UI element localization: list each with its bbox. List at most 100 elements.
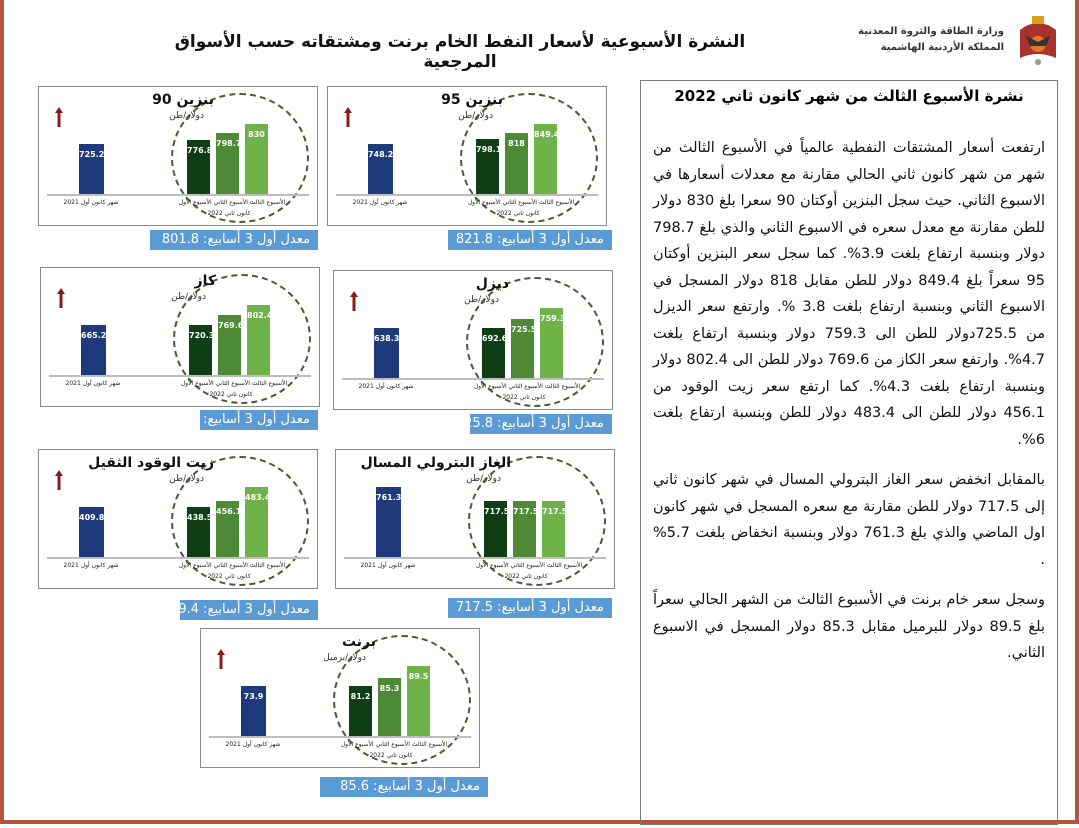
bar-week: 725.5: [511, 319, 536, 378]
chart-unit: دولار/طن: [466, 474, 501, 484]
chart-panel: زيت الوقود الثقيل دولار/طن 409.8 438.5 456.1…: [38, 449, 318, 589]
current-month-highlight: [171, 93, 309, 223]
report-paragraph: بالمقابل انخفض سعر الغاز البترولي المسال…: [653, 472, 1045, 568]
chart-panel: الغاز البترولي المسال دولار/طن 761.3 717.5 7…: [335, 449, 615, 589]
x-label-weeks: الأسبوع الثالث الأسبوع الثاني الأسبوع ال…: [340, 741, 448, 748]
ministry-logo: وزارة الطاقة والثروة المعدنية المملكة ال…: [850, 10, 1070, 70]
chart-panel: بنزين 90 دولار/طن 725.2 776.8 798.7 830 شهر كا…: [38, 86, 318, 226]
chart-title: الغاز البترولي المسال: [360, 455, 511, 471]
bar-value: 748.2: [368, 150, 394, 159]
three-week-average: معدل أول 3 أسابيع: 717.5: [448, 598, 612, 618]
bar-week: 456.1: [216, 501, 242, 557]
bar-value: 717.5: [513, 507, 539, 517]
x-label-month: كانون ثاني 2022: [504, 573, 548, 580]
x-label-previous-month: شهر كانون أول 2021: [360, 562, 416, 569]
three-week-average: معدل أول 3 أسابيع: 459.4: [162, 600, 318, 620]
bar-value: 849.4: [534, 130, 560, 139]
bar-week: 769.6: [218, 315, 243, 375]
x-label-previous-month: شهر كانون أول 2021: [63, 562, 119, 569]
bar-week: 759.3: [540, 308, 566, 378]
average-label: معدل أول 3 أسابيع:: [203, 412, 310, 427]
average-value: 801.8: [161, 232, 200, 247]
bar-week: 692.6: [482, 328, 507, 378]
x-label-month: كانون ثاني 2022: [502, 394, 546, 401]
x-label-previous-month: شهر كانون أول 2021: [225, 741, 281, 748]
bar-value: 759.3: [540, 314, 566, 323]
bar-week: 438.5: [187, 507, 212, 557]
bar-value: 802.4: [247, 311, 273, 320]
average-label: معدل أول 3 أسابيع:: [497, 600, 604, 615]
x-label-weeks: الأسبوع الثالث الأسبوع الثاني الأسبوع ال…: [178, 562, 286, 569]
report-paragraph: وسجل سعر خام برنت في الأسبوع الثالث من ا…: [653, 592, 1045, 661]
average-label: معدل أول 3 أسابيع:: [203, 232, 310, 247]
chart-baseline: [344, 557, 606, 559]
bar-week: 798.7: [216, 133, 242, 194]
current-month-highlight: [333, 635, 471, 765]
bar-value: 81.2: [350, 692, 371, 701]
bar-value: 818: [508, 139, 525, 149]
bar-value: 89.5: [408, 672, 429, 681]
report-panel: نشرة الأسبوع الثالث من شهر كانون ثاني 20…: [640, 80, 1058, 825]
average-value: 821.8: [455, 232, 494, 247]
logo-line-1: وزارة الطاقة والثروة المعدنية: [858, 26, 1004, 37]
three-week-average: معدل أول 3 أسابيع: 85.6: [320, 777, 488, 797]
x-label-previous-month: شهر كانون أول 2021: [63, 199, 119, 206]
average-label: معدل أول 3 أسابيع:: [497, 232, 604, 247]
bar-value: 798.7: [216, 139, 242, 149]
chart-unit: دولار/طن: [169, 111, 204, 121]
bar-value: 665.2: [81, 331, 107, 340]
chart-unit: دولار/طن: [458, 111, 493, 121]
x-label-month: كانون ثاني 2022: [496, 210, 540, 217]
bar-value: 720.3: [189, 331, 215, 340]
three-week-average: معدل أول 3 أسابيع: 725.8: [456, 414, 612, 434]
current-month-highlight: [173, 274, 311, 404]
bar-value: 456.1: [216, 507, 242, 517]
chart-baseline: [342, 378, 604, 380]
chart-unit: دولار/طن: [169, 474, 204, 484]
x-label-month: كانون ثاني 2022: [207, 210, 251, 217]
bar-week: 776.8: [187, 140, 213, 194]
chart-panel: ديزل دولار/طن 638.3 692.6 725.5 759.3 شهر كانو…: [333, 270, 613, 410]
current-month-highlight: [468, 456, 606, 586]
x-label-month: كانون ثاني 2022: [209, 391, 253, 398]
bar-previous-month: 409.8: [79, 507, 104, 557]
average-value: 717.5: [455, 600, 494, 615]
average-label: معدل أول 3 أسابيع:: [373, 779, 480, 794]
three-week-average: معدل أول 3 أسابيع: 801.8: [150, 230, 318, 250]
bar-previous-month: 725.2: [79, 144, 104, 194]
x-label-previous-month: شهر كانون أول 2021: [352, 199, 408, 206]
chart-panel: برنت دولار/برميل 73.9 81.2 85.3 89.5 شهر كانون…: [200, 628, 480, 768]
chart-title: بنزين 95: [441, 92, 503, 108]
chart-title: برنت: [341, 634, 376, 650]
average-value: 725.8: [455, 416, 494, 431]
bar-week: 849.4: [534, 124, 560, 194]
chart-panel: كاز دولار/طن 665.2 720.3 769.6 802.4 شهر كانون…: [40, 267, 320, 407]
bar-value: 638.3: [374, 334, 400, 343]
bar-value: 725.2: [79, 150, 105, 159]
bar-week: 798.1: [476, 139, 502, 194]
bar-week: 483.4: [245, 487, 270, 557]
x-label-previous-month: شهر كانون أول 2021: [65, 380, 121, 387]
chart-baseline: [49, 375, 311, 377]
bar-previous-month: 761.3: [376, 487, 401, 557]
chart-unit: دولار/برميل: [323, 653, 366, 663]
x-label-previous-month: شهر كانون أول 2021: [358, 383, 414, 390]
bar-value: 798.1: [476, 145, 502, 155]
up-arrow-icon: [344, 107, 352, 127]
x-label-weeks: الأسبوع الثالث الأسبوع الثاني الأسبوع ال…: [467, 199, 575, 206]
three-week-average: معدل أول 3 أسابيع: 764.1: [162, 410, 318, 430]
chart-panel: بنزين 95 دولار/طن 748.2 798.1 818 849.4 شهر كا…: [327, 86, 607, 226]
current-month-highlight: [460, 93, 598, 223]
x-label-month: كانون ثاني 2022: [369, 752, 413, 759]
bar-value: 776.8: [187, 146, 213, 156]
chart-baseline: [47, 557, 309, 559]
chart-unit: دولار/طن: [171, 292, 206, 302]
bar-week: 89.5: [407, 666, 430, 736]
bar-value: 85.3: [379, 683, 400, 693]
bar-week: 717.5: [542, 501, 567, 557]
bar-value: 73.9: [243, 692, 264, 701]
bar-previous-month: 665.2: [81, 325, 106, 375]
chart-baseline: [209, 736, 471, 738]
x-label-weeks: الأسبوع الثالث الأسبوع الثاني الأسبوع ال…: [475, 562, 583, 569]
